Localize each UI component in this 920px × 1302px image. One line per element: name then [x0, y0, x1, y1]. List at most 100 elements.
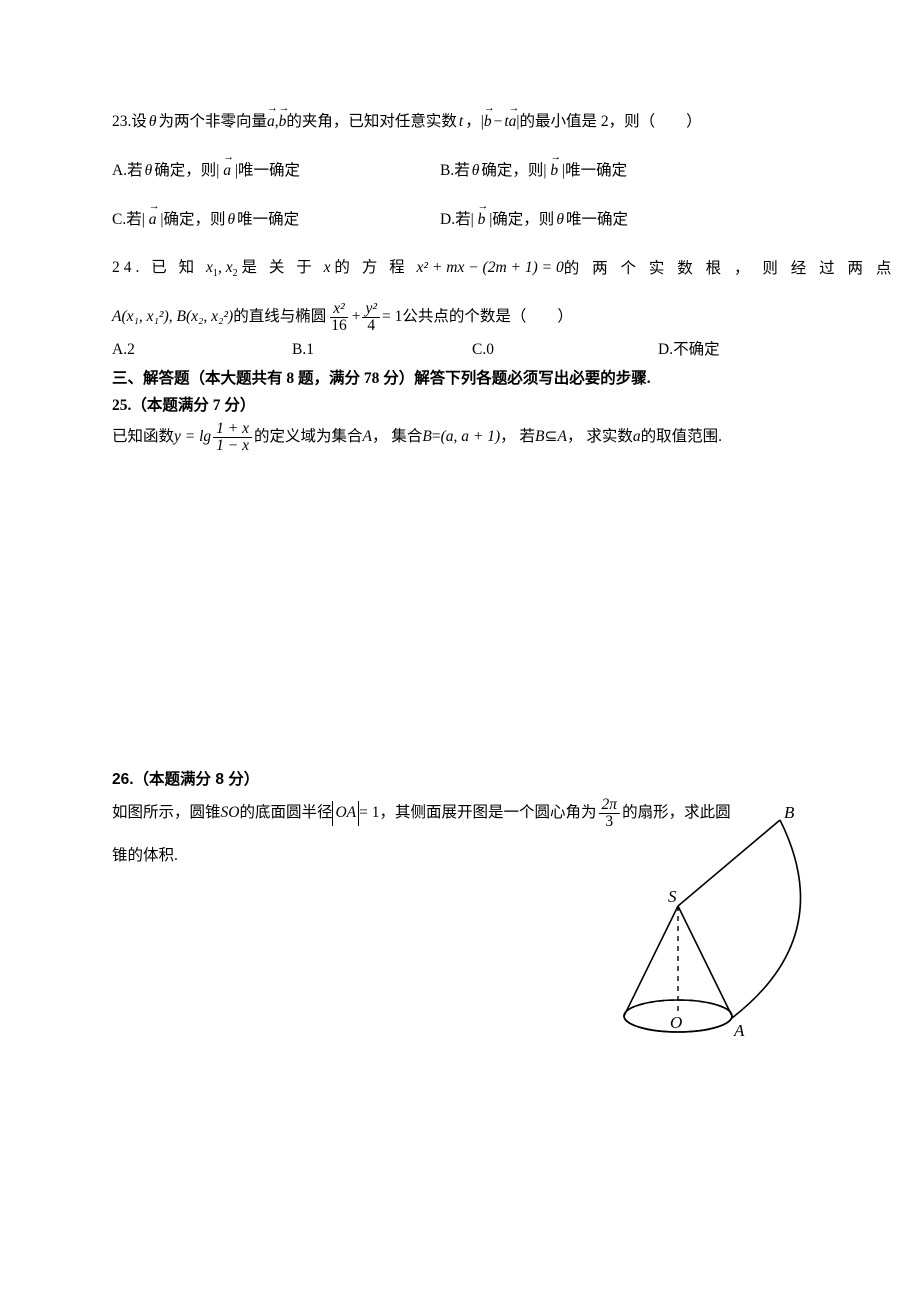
q25-yeq: y = lg: [174, 425, 211, 450]
q25-A: A: [363, 425, 372, 450]
q24-AB: A(x₁, x₁²), B(x₂, x₂²): [112, 305, 233, 330]
minus: −: [494, 110, 503, 135]
q25-a: a: [633, 425, 641, 450]
theta-4: θ: [227, 208, 235, 233]
q24-line2c: 公共点的个数是（ ）: [402, 305, 573, 330]
optB-pre: B.若: [440, 159, 470, 184]
q24-eq: x² + mx − (2m + 1) = 0: [417, 259, 564, 276]
q25-body: 已知函数 y = lg 1 + x1 − x 的定义域为集合 A ， 集合 B …: [112, 421, 808, 455]
plus: +: [352, 305, 361, 330]
x2: x: [226, 259, 233, 276]
fr-xn: x²: [330, 301, 348, 318]
x1: x: [206, 259, 213, 276]
cone-figure: B S O A: [602, 806, 820, 1046]
fr-yd: 4: [364, 318, 378, 334]
vec-a-4: a: [149, 208, 157, 233]
q25-t5: ， 求实数: [567, 425, 633, 450]
vec-b-2: b: [484, 110, 492, 135]
label-S: S: [668, 887, 677, 906]
q23-t4: 的最小值是 2，则（ ）: [520, 110, 702, 135]
optA-mid: 确定，则: [154, 159, 216, 184]
theta-5: θ: [556, 208, 564, 233]
x2s: 2: [233, 268, 238, 279]
q25-frd: 1 − x: [213, 438, 252, 454]
q23-opt-c: C.若 | a | 确定，则 θ 唯一确定: [112, 208, 440, 233]
q26-t1: 如图所示，圆锥: [112, 801, 221, 826]
q24-line2: A(x₁, x₁²), B(x₂, x₂²) 的直线与椭圆 x²16 + y²4…: [112, 301, 808, 335]
q26-SO: SO: [221, 801, 240, 826]
label-A: A: [733, 1021, 745, 1040]
q24-options: A.2 B.1 C.0 D.不确定: [112, 338, 808, 363]
optB-mid: 确定，则: [481, 159, 543, 184]
fr-xd: 16: [328, 318, 350, 334]
cone-svg: B S O A: [602, 806, 820, 1046]
q25-title: 25.（本题满分 7 分）: [112, 394, 808, 419]
q26-title: 26.（本题满分 8 分）: [112, 768, 808, 793]
q26-eq1: = 1: [359, 801, 379, 826]
vec-a-1: a: [267, 110, 275, 135]
question-26: 26.（本题满分 8 分） 如图所示，圆锥 SO 的底面圆半径 OA = 1 ，…: [112, 768, 808, 869]
q25-t6: 的取值范围.: [641, 425, 722, 450]
q25-t1: 已知函数: [112, 425, 174, 450]
q24-B: B.1: [292, 338, 472, 363]
q23-row-cd: C.若 | a | 确定，则 θ 唯一确定 D.若 | b | 确定，则 θ 唯…: [112, 208, 808, 233]
label-O: O: [670, 1013, 682, 1032]
optD-mid: 确定，则: [492, 208, 554, 233]
q23-opt-d: D.若 | b | 确定，则 θ 唯一确定: [440, 208, 628, 233]
q23-opt-a: A.若 θ 确定，则 | a | 唯一确定: [112, 159, 440, 184]
q26-t2: 的底面圆半径: [239, 801, 332, 826]
frac-x: x²16: [328, 301, 350, 335]
vec-b-4: b: [478, 208, 486, 233]
q25-eq: =: [432, 425, 441, 450]
q24-t3: 的 两 个 实 数 根 ， 则 经 过 两 点: [564, 257, 896, 282]
q25-A2: A: [558, 425, 567, 450]
label-B: B: [784, 806, 795, 822]
optB-end: 唯一确定: [565, 159, 627, 184]
optC-end: 唯一确定: [237, 208, 299, 233]
sector-arc: [732, 820, 801, 1018]
question-24: 24. 已 知 x1, x2 是 关 于 x 的 方 程 x² + mx − (…: [112, 256, 808, 363]
optC-mid: 确定，则: [163, 208, 225, 233]
q24-line2b: 的直线与椭圆: [233, 305, 326, 330]
section-3-title: 三、解答题（本大题共有 8 题，满分 78 分）解答下列各题必须写出必要的步骤.: [112, 367, 808, 392]
t-var: t: [459, 110, 463, 135]
theta-1: θ: [149, 110, 157, 135]
frac-y: y²4: [362, 301, 380, 335]
q24-line1: 24. 已 知 x1, x2 是 关 于 x 的 方 程 x² + mx − (…: [112, 256, 808, 282]
q24-prefix: 24. 已 知: [112, 259, 206, 276]
q24-D: D.不确定: [658, 338, 720, 363]
q25-t4: ， 若: [500, 425, 535, 450]
theta-3: θ: [472, 159, 480, 184]
q25-frac: 1 + x1 − x: [213, 421, 252, 455]
q23-t1: 为两个非零向量: [159, 110, 268, 135]
q24-A: A.2: [112, 338, 292, 363]
q24-C: C.0: [472, 338, 658, 363]
q23-opt-b: B.若 θ 确定，则 | b | 唯一确定: [440, 159, 627, 184]
optD-pre: D.若: [440, 208, 471, 233]
q23-stem: 23.设 θ 为两个非零向量 a , b 的夹角，已知对任意实数 t ， | b…: [112, 110, 808, 135]
q23-prefix: 23.设: [112, 110, 147, 135]
edge-sb: [678, 820, 780, 906]
q24-t1: 是 关 于: [241, 259, 323, 276]
q25-B2: B: [535, 425, 544, 450]
q23-row-ab: A.若 θ 确定，则 | a | 唯一确定 B.若 θ 确定，则 | b | 唯…: [112, 159, 808, 184]
vec-b-1: b: [279, 110, 287, 135]
optD-end: 唯一确定: [566, 208, 628, 233]
q25-B: B: [422, 425, 431, 450]
optA-pre: A.若: [112, 159, 143, 184]
xvar: x: [324, 259, 331, 276]
q25-interval: (a, a + 1): [441, 425, 501, 450]
vec-a-3: a: [223, 159, 231, 184]
q23-t2: 的夹角，已知对任意实数: [286, 110, 457, 135]
theta-2: θ: [145, 159, 153, 184]
optC-pre: C.若: [112, 208, 142, 233]
optA-end: 唯一确定: [238, 159, 300, 184]
eq1: = 1: [382, 305, 402, 330]
q26-OA: OA: [332, 801, 359, 826]
q25-t3: ， 集合: [372, 425, 422, 450]
vec-a-2: a: [509, 110, 517, 135]
spacer: [112, 468, 808, 768]
q25-t2: 的定义域为集合: [254, 425, 363, 450]
vec-b-3: b: [550, 159, 558, 184]
fr-yn: y²: [362, 301, 380, 318]
